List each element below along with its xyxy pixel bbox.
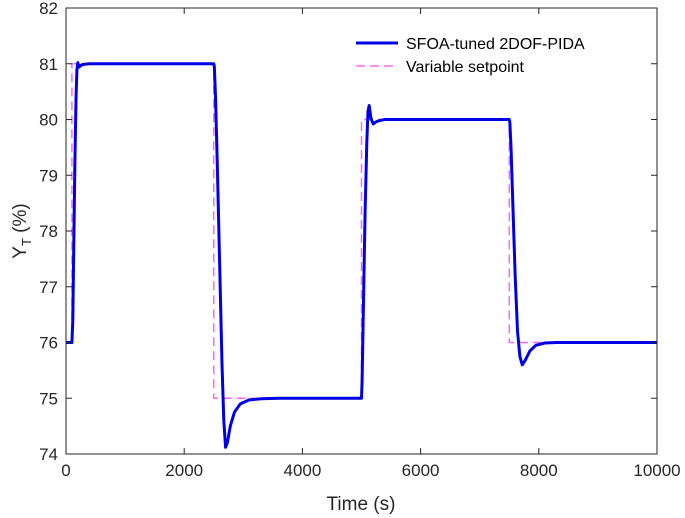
x-axis-label: Time (s) xyxy=(327,494,396,515)
legend: SFOA-tuned 2DOF-PIDA Variable setpoint xyxy=(356,36,585,76)
x-tick-label: 0 xyxy=(61,461,70,480)
y-tick-label: 75 xyxy=(39,389,58,408)
y-tick-label: 74 xyxy=(39,445,58,464)
y-tick-label: 79 xyxy=(39,166,58,185)
y-axis-label: YT (%) xyxy=(10,203,34,258)
legend-label-setpoint: Variable setpoint xyxy=(406,59,525,76)
y-tick-label: 82 xyxy=(39,0,58,18)
x-tick-label: 8000 xyxy=(520,461,558,480)
x-tick-label: 6000 xyxy=(402,461,440,480)
y-axis-label-subscript: T xyxy=(19,238,34,246)
x-tick-label: 4000 xyxy=(283,461,321,480)
legend-label-pida: SFOA-tuned 2DOF-PIDA xyxy=(406,36,585,53)
y-tick-label: 78 xyxy=(39,222,58,241)
series-layer xyxy=(66,61,657,449)
y-tick-label: 81 xyxy=(39,55,58,74)
y-axis-label-main: Y xyxy=(10,246,31,259)
y-tick-label: 76 xyxy=(39,334,58,353)
tick-layer: 0 2000 4000 6000 8000 10000 74 75 76 77 78 79 80 81 82 xyxy=(39,0,681,480)
x-tick-label: 2000 xyxy=(165,461,203,480)
y-axis-label-unit: (%) xyxy=(10,203,31,238)
y-tick-label: 77 xyxy=(39,278,58,297)
series-line-pida-response xyxy=(66,61,657,449)
y-tick-label: 80 xyxy=(39,111,58,130)
x-tick-label: 10000 xyxy=(633,461,680,480)
